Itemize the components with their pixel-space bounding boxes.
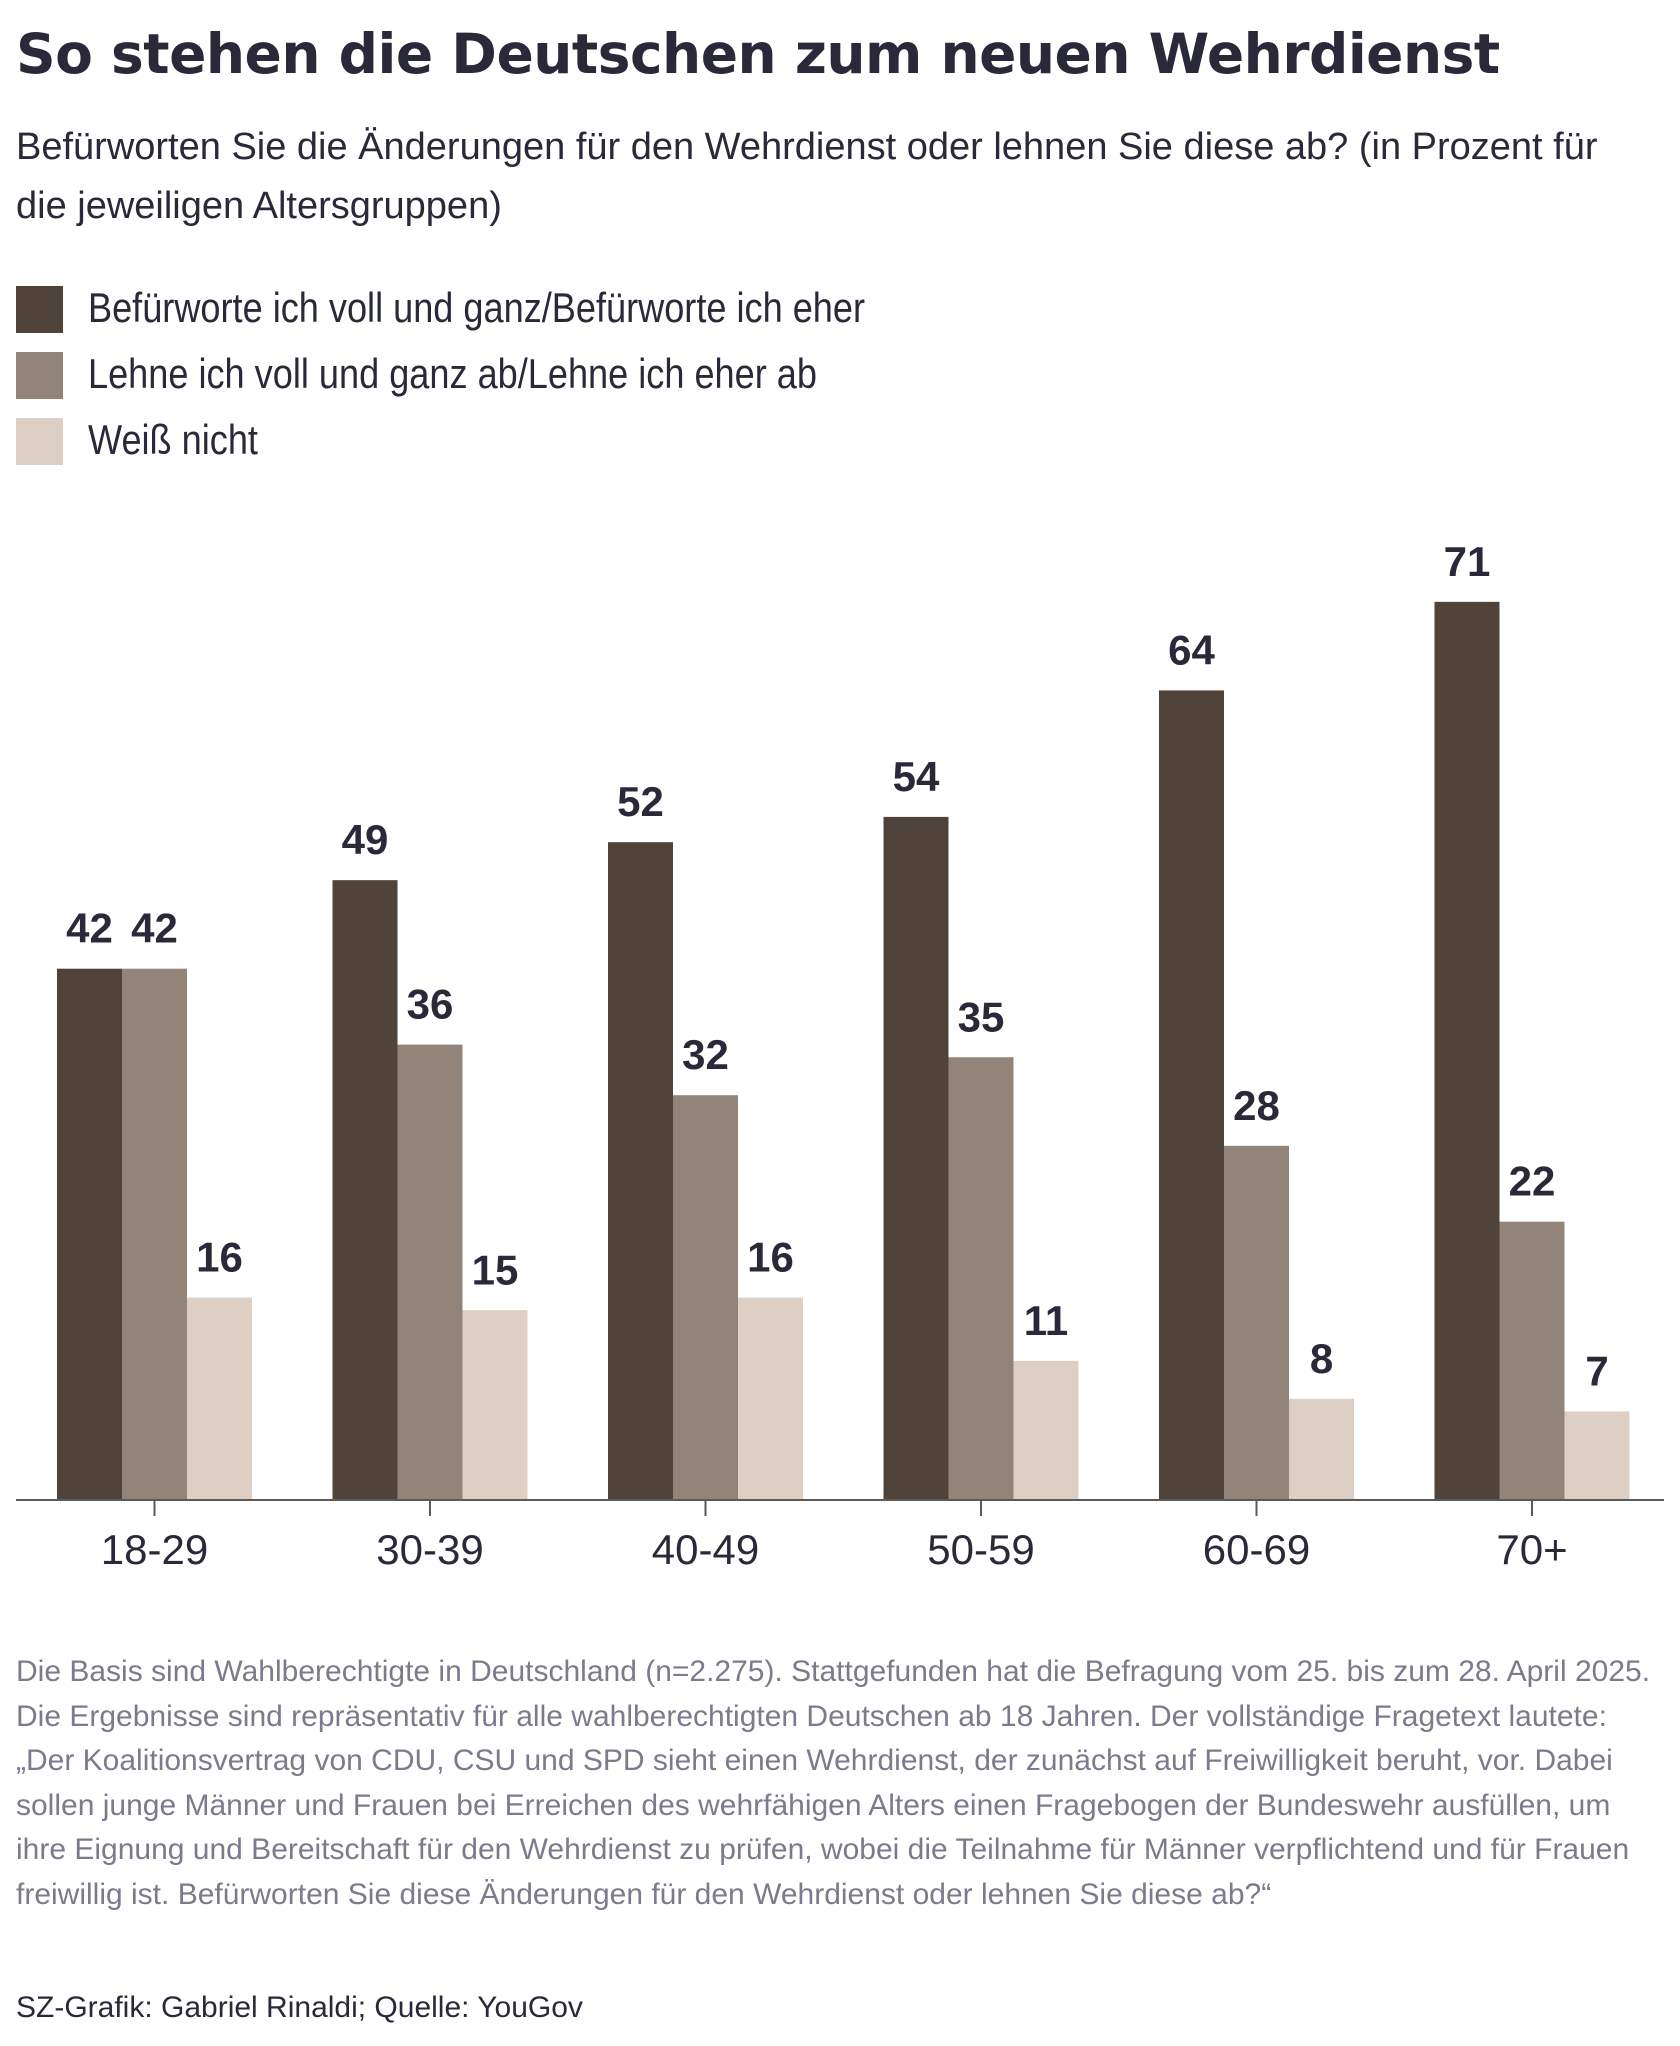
data-label-approve-70+: 71: [1444, 538, 1491, 585]
legend-swatch-dont-know: [16, 418, 63, 465]
data-label-dont-know-40-49: 16: [747, 1234, 794, 1281]
bar-approve-40-49: [608, 842, 673, 1500]
x-tick-label-30-39: 30-39: [376, 1526, 483, 1573]
bar-reject-70+: [1499, 1221, 1565, 1500]
data-label-reject-40-49: 32: [682, 1031, 729, 1078]
bar-reject-40-49: [673, 1095, 738, 1500]
bar-reject-18-29: [122, 968, 187, 1500]
bar-approve-18-29: [57, 968, 122, 1500]
bar-approve-60-69: [1159, 690, 1224, 1500]
x-tick-label-18-29: 18-29: [101, 1526, 208, 1573]
bar-dont-know-50-59: [1013, 1360, 1079, 1500]
data-label-reject-30-39: 36: [407, 981, 454, 1028]
legend-label-dont-know: Weiß nicht: [88, 416, 258, 463]
source-credit: SZ-Grafik: Gabriel Rinaldi; Quelle: YouG…: [16, 1991, 583, 2024]
bar-chart: 42 42 16 18-29 49 36 15 30-39 52 32 16 40-49 54 35 11 5…: [16, 538, 1664, 1573]
bar-dont-know-60-69: [1289, 1398, 1354, 1500]
bar-dont-know-70+: [1564, 1411, 1630, 1500]
bar-dont-know-40-49: [738, 1297, 803, 1500]
legend-swatch-approve: [16, 286, 63, 333]
legend-label-approve: Befürworte ich voll und ganz/Befürworte …: [88, 284, 865, 331]
data-label-approve-50-59: 54: [893, 753, 940, 800]
data-label-reject-70+: 22: [1509, 1158, 1556, 1205]
data-label-approve-30-39: 49: [342, 816, 389, 863]
bar-approve-70+: [1434, 601, 1500, 1500]
data-label-reject-50-59: 35: [958, 993, 1005, 1040]
data-label-reject-18-29: 42: [131, 905, 178, 952]
bar-dont-know-18-29: [187, 1297, 252, 1500]
data-label-dont-know-30-39: 15: [472, 1246, 519, 1293]
chart-subtitle: Befürworten Sie die Änderungen für den W…: [16, 126, 1598, 227]
bar-approve-30-39: [332, 880, 398, 1500]
data-label-dont-know-70+: 7: [1585, 1347, 1608, 1394]
data-label-dont-know-18-29: 16: [196, 1234, 243, 1281]
x-tick-label-60-69: 60-69: [1203, 1526, 1310, 1573]
bar-reject-30-39: [397, 1044, 463, 1500]
bar-reject-50-59: [948, 1057, 1014, 1500]
footnote: Die Basis sind Wahlberechtigte in Deutsc…: [16, 1655, 1651, 1911]
bar-dont-know-30-39: [462, 1310, 528, 1500]
data-label-approve-60-69: 64: [1168, 626, 1215, 673]
data-label-approve-40-49: 52: [617, 778, 664, 825]
data-label-dont-know-60-69: 8: [1310, 1335, 1333, 1382]
x-tick-label-40-49: 40-49: [652, 1526, 759, 1573]
x-tick-label-70+: 70+: [1496, 1526, 1567, 1573]
legend-swatch-reject: [16, 352, 63, 399]
bar-reject-60-69: [1224, 1145, 1289, 1500]
bar-approve-50-59: [883, 816, 949, 1500]
chart-title: So stehen die Deutschen zum neuen Wehrdi…: [16, 22, 1500, 86]
data-label-dont-know-50-59: 11: [1024, 1297, 1068, 1344]
x-tick-label-50-59: 50-59: [927, 1526, 1034, 1573]
data-label-reject-60-69: 28: [1233, 1082, 1280, 1129]
legend-label-reject: Lehne ich voll und ganz ab/Lehne ich ehe…: [88, 350, 817, 397]
data-label-approve-18-29: 42: [66, 905, 113, 952]
